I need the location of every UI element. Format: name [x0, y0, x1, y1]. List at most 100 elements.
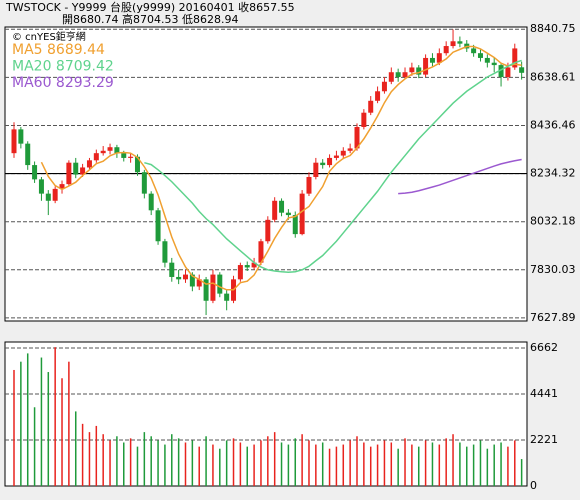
volume-bar [253, 444, 255, 486]
volume-bar [273, 432, 276, 486]
chart-subtitle: 開8680.74 高8704.53 低8628.94 [62, 12, 238, 26]
y-tick-label: 8032.18 [530, 215, 576, 228]
candle-body [121, 153, 127, 158]
volume-bar [129, 438, 132, 486]
candle-body [107, 147, 113, 151]
volume-bar [88, 432, 91, 486]
candle-body [292, 215, 298, 235]
candle-body [484, 57, 490, 63]
legend-label: MA5 8689.44 [12, 42, 105, 58]
legend-label: MA60 8293.29 [12, 75, 114, 91]
y-tick-label: 8840.75 [530, 22, 576, 35]
volume-bar [452, 434, 454, 486]
y-tick-label: 2221 [530, 433, 558, 446]
candle-body [25, 143, 31, 166]
candle-body [251, 262, 257, 268]
candle-body [272, 200, 278, 220]
volume-bar [54, 347, 56, 486]
volume-bar [239, 442, 242, 486]
candle-body [333, 155, 339, 158]
volume-bar [308, 440, 310, 486]
volume-bar [184, 442, 187, 486]
candle-body [471, 48, 477, 54]
volume-bar [438, 444, 441, 486]
candle-body [18, 129, 24, 144]
volume-bar [342, 444, 345, 486]
candle-body [313, 162, 319, 177]
candle-body [416, 67, 422, 75]
volume-bar [376, 444, 379, 486]
candle-body [491, 62, 497, 66]
volume-bar [356, 436, 358, 486]
volume-bar [507, 446, 509, 486]
candle-body [285, 212, 291, 216]
volume-bar [136, 446, 139, 486]
volume-bar [219, 448, 221, 486]
candle-body [258, 241, 264, 263]
volume-bar [74, 411, 77, 486]
volume-bar [445, 438, 447, 486]
y-tick-label: 8234.32 [530, 167, 576, 180]
candle-body [409, 67, 415, 73]
candle-body [402, 72, 408, 77]
candle-body [519, 67, 525, 73]
volume-bar [177, 438, 180, 486]
candle-body [203, 279, 209, 301]
volume-bar [20, 361, 22, 486]
ma-line [398, 158, 522, 195]
volume-bar [33, 407, 36, 486]
y-tick-label: 7830.03 [530, 263, 576, 276]
volume-bar [116, 436, 118, 486]
volume-bar [61, 378, 63, 486]
volume-bar [466, 446, 468, 486]
volume-bar [424, 440, 427, 486]
volume-bar [143, 432, 146, 486]
candle-body [354, 126, 360, 149]
candle-body [155, 210, 161, 242]
volume-bar [198, 446, 200, 486]
volume-bar [294, 438, 297, 486]
volume-bar [191, 440, 194, 486]
candle-body [429, 57, 435, 63]
legend-label: MA20 8709.42 [12, 59, 114, 75]
candle-body [148, 193, 154, 211]
ma-line [40, 45, 522, 291]
y-tick-label: 8638.61 [530, 70, 576, 83]
volume-bar [486, 448, 489, 486]
volume-bar [157, 440, 159, 486]
volume-bar [150, 436, 152, 486]
y-tick-label: 0 [530, 479, 537, 492]
volume-bar [335, 446, 338, 486]
volume-bar [232, 438, 235, 486]
y-tick-label: 8436.46 [530, 118, 576, 131]
volume-bar [95, 425, 98, 486]
candle-body [66, 162, 72, 185]
candle-body [45, 193, 51, 201]
candle-body [320, 162, 326, 166]
volume-bar [520, 459, 523, 486]
y-tick-label: 4441 [530, 387, 558, 400]
volume-bar [321, 442, 324, 486]
volume-bar [102, 434, 104, 486]
candle-body [224, 293, 230, 301]
candle-body [375, 91, 381, 101]
volume-bar [109, 440, 111, 486]
volume-bar [171, 434, 173, 486]
candle-body [38, 179, 44, 194]
candle-body [59, 184, 65, 189]
y-tick-label: 7627.89 [530, 311, 576, 324]
volume-bar [267, 436, 269, 486]
candle-body [93, 153, 99, 161]
volume-bar [404, 438, 406, 486]
candle-body [169, 262, 175, 277]
candle-body [86, 160, 92, 168]
y-tick-label: 6662 [530, 341, 558, 354]
candle-body [11, 129, 17, 154]
volume-bar [26, 353, 29, 486]
volume-bar [363, 442, 365, 486]
volume-bar [411, 444, 413, 486]
volume-bar [205, 436, 207, 486]
candle-body [505, 67, 511, 77]
candle-body [299, 193, 305, 235]
volume-bar [369, 446, 372, 486]
